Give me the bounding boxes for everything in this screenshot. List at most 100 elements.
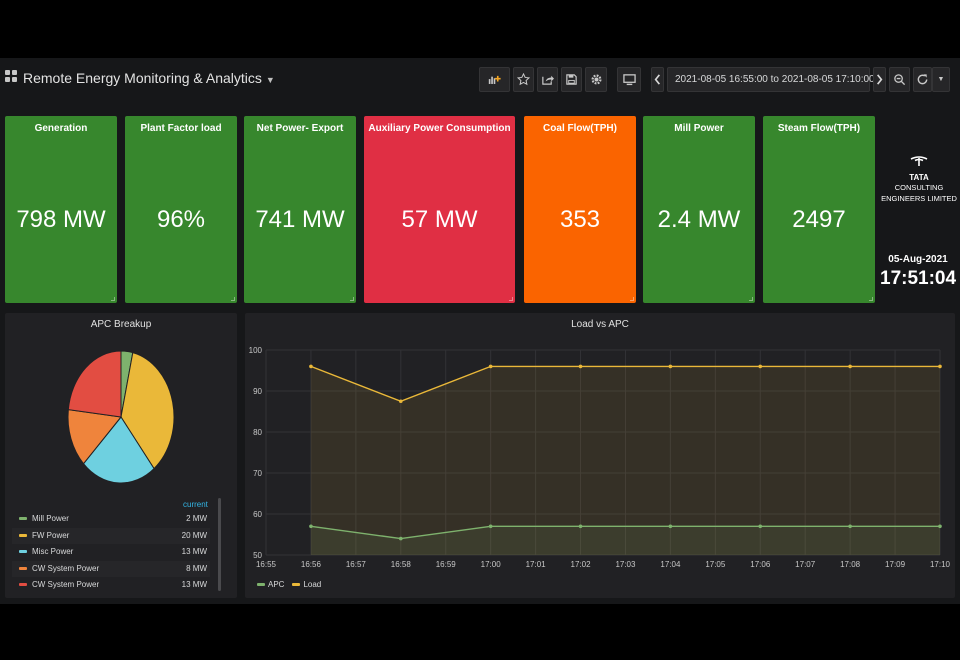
data-point[interactable]: [758, 364, 763, 369]
resize-handle[interactable]: [869, 297, 873, 301]
panel-title: APC Breakup: [90, 319, 152, 330]
x-tick-label: 16:56: [301, 560, 322, 569]
y-tick-label: 90: [253, 387, 262, 396]
y-tick-label: 70: [253, 469, 262, 478]
time-forward-button[interactable]: [873, 67, 886, 92]
line-legend-item-apc[interactable]: APC: [257, 580, 284, 589]
data-point[interactable]: [758, 524, 763, 529]
x-tick-label: 17:04: [660, 560, 681, 569]
add-panel-button[interactable]: [479, 67, 510, 92]
star-button[interactable]: [513, 67, 534, 92]
resize-handle[interactable]: [231, 297, 235, 301]
x-tick-label: 16:59: [436, 560, 457, 569]
legend-scrollbar[interactable]: [218, 498, 221, 591]
y-tick-label: 50: [253, 551, 262, 560]
stat-panel-plant-factor-load[interactable]: Plant Factor load 96%: [125, 116, 237, 303]
y-tick-label: 60: [253, 510, 262, 519]
legend-item[interactable]: CW System Power 8 MW: [12, 560, 210, 577]
tv-mode-button[interactable]: [617, 67, 641, 92]
legend-item[interactable]: Mill Power 2 MW: [12, 511, 210, 527]
series-line-load[interactable]: [310, 365, 940, 403]
legend-value: 13 MW: [181, 580, 207, 589]
stat-panel-net-power-export[interactable]: Net Power- Export 741 MW: [244, 116, 356, 303]
legend-name: FW Power: [32, 530, 70, 540]
data-point[interactable]: [848, 364, 852, 369]
series-line-apc[interactable]: [310, 525, 940, 540]
dashboard-title-picker[interactable]: Remote Energy Monitoring & Analytics ▼: [23, 70, 275, 86]
x-tick-label: 16:57: [346, 560, 367, 569]
legend-value: 20 MW: [181, 530, 207, 540]
x-tick-label: 17:10: [930, 560, 951, 569]
x-tick-label: 17:05: [705, 560, 726, 569]
legend-item[interactable]: FW Power 20 MW: [12, 527, 210, 544]
pie-slice-1[interactable]: [120, 352, 175, 470]
brand-line-1: CONSULTING: [894, 183, 944, 192]
legend-swatch: [19, 533, 27, 537]
stat-panel-steam-flow[interactable]: Steam Flow(TPH) 2497: [763, 116, 875, 303]
data-point[interactable]: [578, 524, 583, 529]
zoom-out-icon: [894, 74, 906, 86]
data-point[interactable]: [938, 524, 942, 529]
settings-button[interactable]: [585, 67, 607, 92]
x-tick-label: 16:58: [391, 560, 412, 569]
x-tick-label: 17:08: [840, 560, 861, 569]
tata-logo-icon: [910, 156, 928, 166]
time-range-picker[interactable]: 2021-08-05 16:55:00 to 2021-08-05 17:10:…: [667, 67, 886, 92]
line-legend-item-load[interactable]: Load: [292, 580, 321, 589]
legend-item[interactable]: Misc Power 13 MW: [12, 544, 210, 560]
legend-swatch: [19, 550, 27, 553]
share-icon: [542, 75, 554, 85]
grid-icon[interactable]: [5, 70, 18, 83]
stat-panel-mill-power[interactable]: Mill Power 2.4 MW: [643, 116, 755, 303]
zoom-out-button[interactable]: [889, 67, 910, 92]
stat-title: Coal Flow(TPH): [543, 123, 617, 134]
x-tick-label: 17:00: [481, 560, 502, 569]
stat-title: Plant Factor load: [140, 123, 222, 134]
pie-slice-3[interactable]: [67, 409, 122, 465]
data-point[interactable]: [578, 364, 583, 369]
data-point[interactable]: [399, 399, 403, 404]
data-point[interactable]: [309, 524, 313, 529]
resize-handle[interactable]: [630, 297, 634, 301]
refresh-interval-button[interactable]: ▼: [932, 67, 950, 92]
stat-panel-generation[interactable]: Generation 798 MW: [5, 116, 117, 303]
data-point[interactable]: [938, 364, 942, 369]
add-panel-icon: [488, 75, 501, 84]
data-point[interactable]: [488, 364, 493, 369]
resize-handle[interactable]: [749, 297, 753, 301]
stat-panel-auxiliary-power[interactable]: Auxiliary Power Consumption 57 MW: [364, 116, 515, 303]
legend-current-header[interactable]: current: [183, 500, 208, 509]
load-vs-apc-panel[interactable]: Load vs APC: [245, 313, 955, 598]
refresh-button[interactable]: [913, 67, 932, 92]
stat-panel-coal-flow[interactable]: Coal Flow(TPH) 353: [524, 116, 636, 303]
share-button[interactable]: [537, 67, 558, 92]
data-point[interactable]: [668, 364, 673, 369]
time-back-button[interactable]: [651, 67, 664, 92]
data-point[interactable]: [668, 524, 673, 529]
pie-slice-2[interactable]: [82, 416, 155, 484]
legend-value: 2 MW: [186, 514, 207, 523]
caret-down-icon: ▼: [937, 76, 945, 83]
monitor-icon: [622, 74, 636, 86]
pie-slice-4[interactable]: [67, 350, 122, 418]
resize-handle[interactable]: [111, 297, 115, 301]
y-tick-label: 80: [253, 428, 262, 437]
stat-title: Steam Flow(TPH): [777, 123, 861, 134]
legend-value: 13 MW: [181, 547, 207, 556]
x-tick-label: 17:07: [795, 560, 816, 569]
chevron-left-icon: [654, 74, 661, 85]
data-point[interactable]: [399, 536, 403, 541]
resize-handle[interactable]: [509, 297, 513, 301]
data-point[interactable]: [848, 524, 852, 529]
data-point[interactable]: [488, 524, 493, 529]
save-button[interactable]: [561, 67, 582, 92]
time-range-label: 2021-08-05 16:55:00 to 2021-08-05 17:10:…: [675, 74, 875, 85]
stat-value: 57 MW: [401, 206, 478, 233]
legend-name: CW System Power: [32, 563, 100, 573]
data-point[interactable]: [309, 364, 313, 369]
legend-item[interactable]: CW System Power 13 MW: [12, 577, 210, 593]
resize-handle[interactable]: [350, 297, 354, 301]
x-tick-label: 17:03: [615, 560, 636, 569]
stat-title: Mill Power: [674, 123, 724, 134]
brand-line-2: ENGINEERS LIMITED: [881, 194, 957, 203]
